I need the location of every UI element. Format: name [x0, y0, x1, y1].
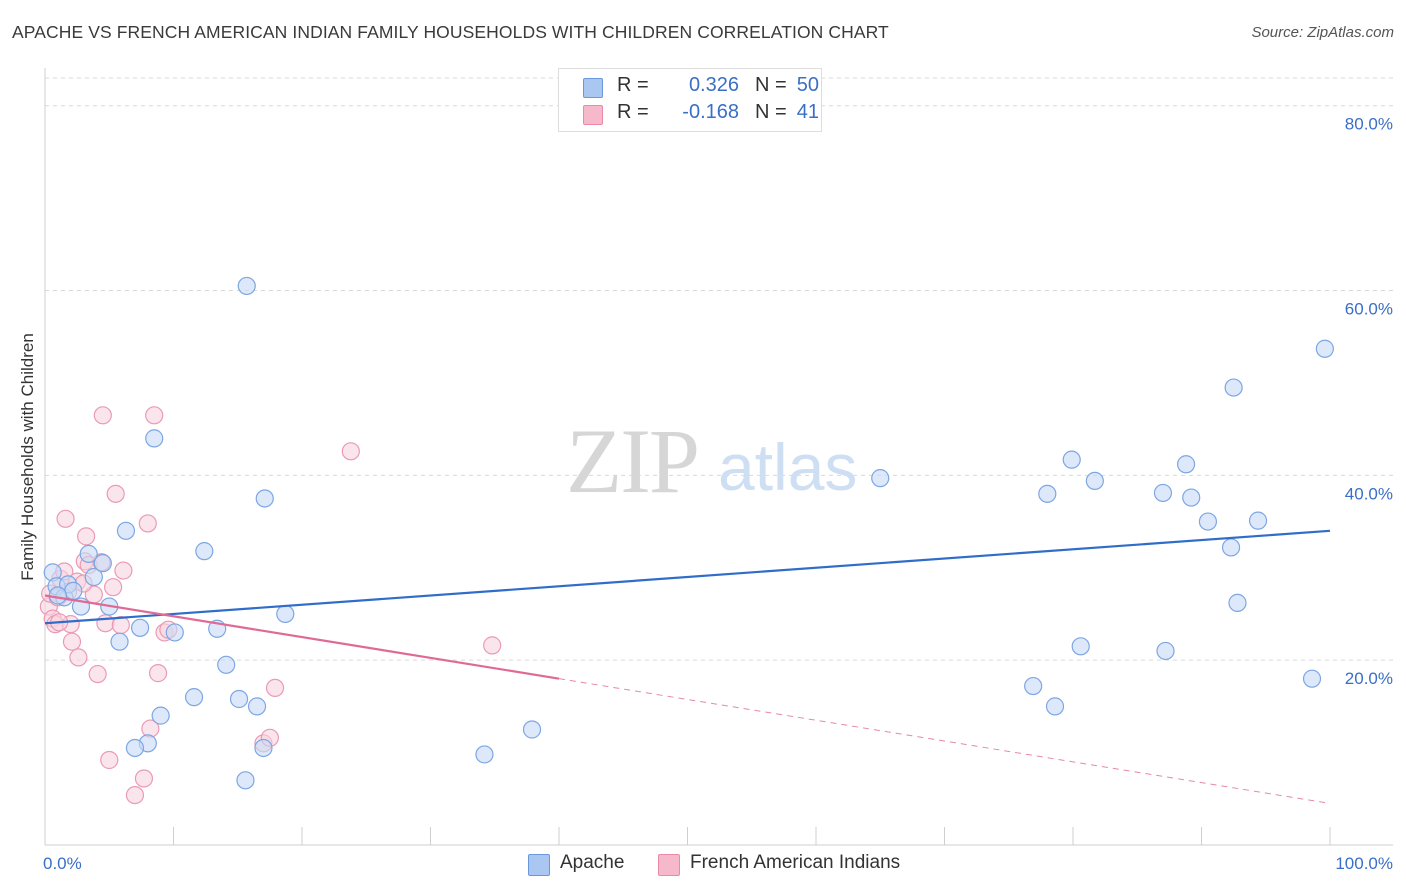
point-apache	[1153, 483, 1173, 503]
legend-n-value-apache: 50	[796, 74, 819, 96]
watermark-atlas: atlas	[718, 430, 857, 504]
point-apache	[1062, 450, 1081, 469]
source-note: Source: ZipAtlas.com	[1251, 24, 1394, 41]
point-apache	[151, 706, 170, 725]
point-apache	[1038, 484, 1057, 503]
point-apache	[1045, 697, 1065, 716]
legend-n-label: N =	[755, 101, 787, 123]
point-apache	[110, 632, 129, 651]
point-apache	[1198, 512, 1218, 531]
point-french-american-indians	[93, 406, 112, 425]
point-french-american-indians	[56, 509, 75, 528]
point-apache	[1182, 488, 1201, 507]
point-french-american-indians	[100, 750, 119, 770]
legend-r-label: R =	[617, 101, 649, 123]
correlation-legend: R = 0.326 N = 50 R = -0.168 N = 41	[558, 68, 822, 132]
legend-r-value-french: -0.168	[682, 101, 739, 123]
legend-r-label: R =	[617, 74, 649, 96]
trend-line-french-extrapolated	[558, 678, 1331, 804]
legend-swatch-apache	[528, 854, 550, 876]
point-apache	[1156, 641, 1175, 661]
point-french-american-indians	[483, 636, 502, 655]
point-apache	[1024, 676, 1043, 696]
point-apache	[1221, 538, 1241, 557]
trend-line-apache	[44, 529, 1331, 625]
legend-label-apache: Apache	[560, 852, 625, 873]
point-french-american-indians	[341, 442, 360, 461]
point-french-american-indians	[114, 561, 133, 580]
legend-n-label: N =	[755, 74, 787, 96]
point-apache	[236, 771, 255, 790]
point-apache	[1228, 593, 1247, 612]
point-french-american-indians	[77, 527, 96, 546]
point-apache	[229, 689, 249, 709]
point-apache	[48, 586, 67, 605]
point-french-american-indians	[148, 664, 168, 683]
point-apache	[125, 738, 145, 758]
point-apache	[1224, 378, 1243, 397]
point-apache	[1176, 455, 1196, 474]
point-apache	[1315, 339, 1334, 358]
series-apache-points	[43, 276, 1334, 790]
point-apache	[195, 542, 214, 561]
y-tick-label: 60.0%	[1345, 300, 1393, 319]
point-french-american-indians	[265, 678, 285, 698]
point-french-american-indians	[106, 484, 125, 503]
point-french-american-indians	[88, 664, 107, 684]
point-apache	[237, 276, 256, 296]
point-apache	[1302, 669, 1322, 688]
point-french-american-indians	[125, 785, 145, 805]
point-apache	[79, 544, 98, 564]
point-apache	[64, 581, 83, 600]
point-french-american-indians	[69, 648, 88, 667]
point-apache	[116, 521, 136, 540]
point-apache	[254, 738, 273, 758]
watermark: ZIP atlas	[566, 410, 857, 512]
point-apache	[145, 429, 164, 448]
point-apache	[217, 655, 236, 674]
point-apache	[255, 489, 274, 508]
point-apache	[84, 567, 103, 587]
legend-swatch-apache	[583, 78, 603, 98]
point-apache	[1248, 511, 1268, 530]
chart-title: APACHE VS FRENCH AMERICAN INDIAN FAMILY …	[12, 22, 889, 42]
point-apache	[130, 618, 150, 637]
y-tick-label: 80.0%	[1345, 115, 1393, 134]
point-apache	[165, 623, 184, 642]
watermark-zip: ZIP	[566, 410, 698, 512]
legend-n-value-french: 41	[796, 101, 819, 123]
legend-swatch-french	[658, 854, 680, 876]
point-apache	[184, 688, 204, 707]
x-tick-label: 100.0%	[1335, 854, 1393, 873]
legend-label-french: French American Indians	[690, 852, 901, 873]
point-apache	[1071, 637, 1090, 656]
point-french-american-indians	[138, 514, 157, 533]
legend-swatch-french	[583, 105, 603, 125]
point-french-american-indians	[145, 406, 164, 425]
point-french-american-indians	[96, 614, 115, 633]
grid-lines	[45, 77, 1393, 661]
point-french-american-indians	[134, 769, 154, 788]
point-french-american-indians	[104, 578, 123, 597]
point-apache	[247, 697, 267, 716]
point-apache	[1085, 471, 1104, 491]
point-french-american-indians	[62, 632, 82, 651]
point-apache	[522, 720, 542, 739]
legend-r-value-apache: 0.326	[688, 74, 739, 96]
axes: 20.0% 40.0% 60.0% 80.0% 0.0% 100.0%	[43, 68, 1393, 873]
point-apache	[475, 745, 494, 764]
point-apache	[93, 554, 112, 573]
x-tick-label: 0.0%	[43, 854, 82, 873]
point-apache	[871, 469, 890, 488]
trend-line-french	[44, 594, 560, 680]
y-tick-label: 20.0%	[1345, 669, 1393, 688]
y-tick-label: 40.0%	[1345, 484, 1393, 503]
y-axis-label: Family Households with Children	[18, 333, 37, 581]
point-apache	[276, 604, 295, 624]
trend-lines	[44, 529, 1331, 804]
